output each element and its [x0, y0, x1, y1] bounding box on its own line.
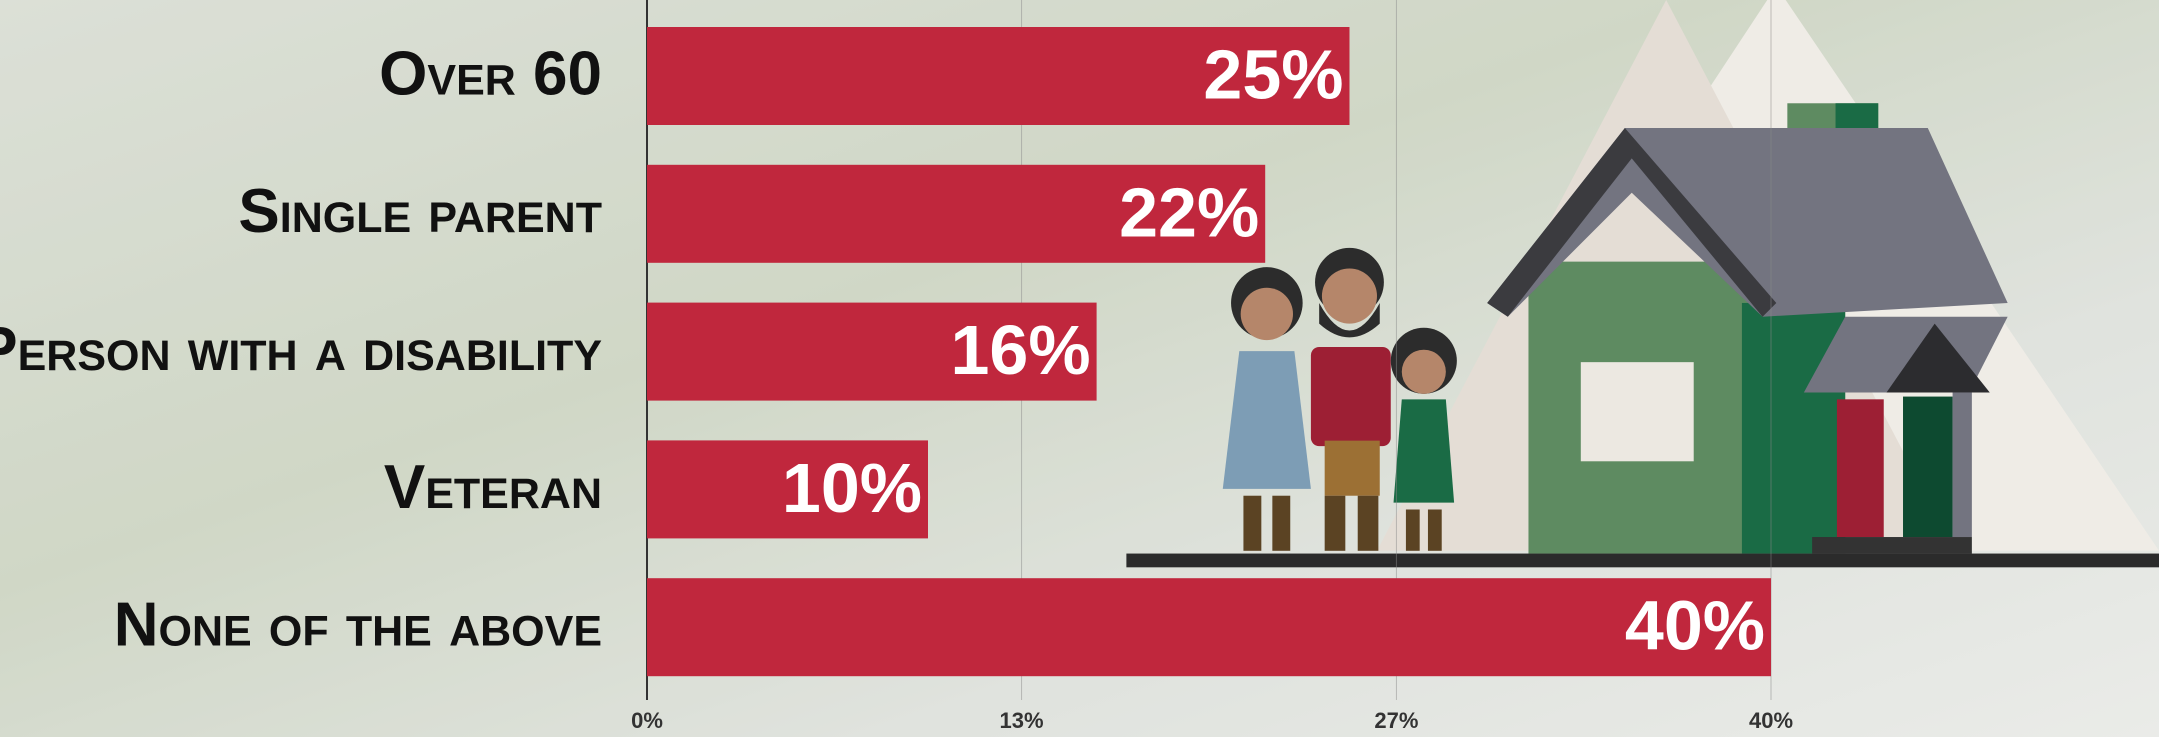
value-label: 10%	[782, 449, 922, 527]
person-leg	[1427, 509, 1442, 551]
person-leg	[1243, 495, 1262, 551]
category-label: Person with a disability	[0, 315, 602, 384]
value-label: 25%	[1203, 35, 1343, 113]
bar	[647, 302, 1097, 401]
step	[1812, 537, 1972, 554]
value-label: 22%	[1119, 173, 1259, 251]
bar	[647, 164, 1266, 263]
person-beard	[1319, 302, 1380, 338]
window	[1580, 362, 1694, 462]
person-legs	[1324, 440, 1380, 496]
person-face	[1240, 287, 1294, 341]
person-face	[1401, 349, 1446, 394]
ground	[1126, 553, 2159, 568]
person-leg	[1357, 495, 1379, 551]
category-label: None of the above	[114, 591, 602, 660]
person-body	[1310, 347, 1391, 447]
person-leg	[1405, 509, 1420, 551]
bar	[647, 27, 1350, 125]
category-label: Over 60	[379, 39, 602, 108]
x-tick-label: 13%	[1000, 708, 1044, 733]
roof-edge	[1487, 128, 1777, 317]
bar	[647, 578, 1771, 677]
category-label: Single parent	[238, 177, 602, 246]
x-tick-label: 0%	[631, 708, 663, 733]
x-tick-label: 27%	[1374, 708, 1418, 733]
value-label: 40%	[1625, 587, 1765, 665]
person-leg	[1272, 495, 1291, 551]
porch-post	[1952, 392, 1972, 538]
porch-roof-edge	[1886, 323, 1990, 393]
category-label: Veteran	[384, 453, 602, 522]
door	[1836, 399, 1884, 538]
person-face	[1321, 268, 1377, 324]
house-wall	[1741, 302, 1846, 554]
illustration	[1126, 0, 2159, 568]
x-tick-label: 40%	[1749, 708, 1793, 733]
door	[1903, 396, 1953, 538]
person-body	[1393, 399, 1455, 503]
person-leg	[1324, 495, 1346, 551]
bar	[647, 440, 928, 539]
value-label: 16%	[950, 311, 1090, 389]
person-body	[1222, 351, 1311, 489]
